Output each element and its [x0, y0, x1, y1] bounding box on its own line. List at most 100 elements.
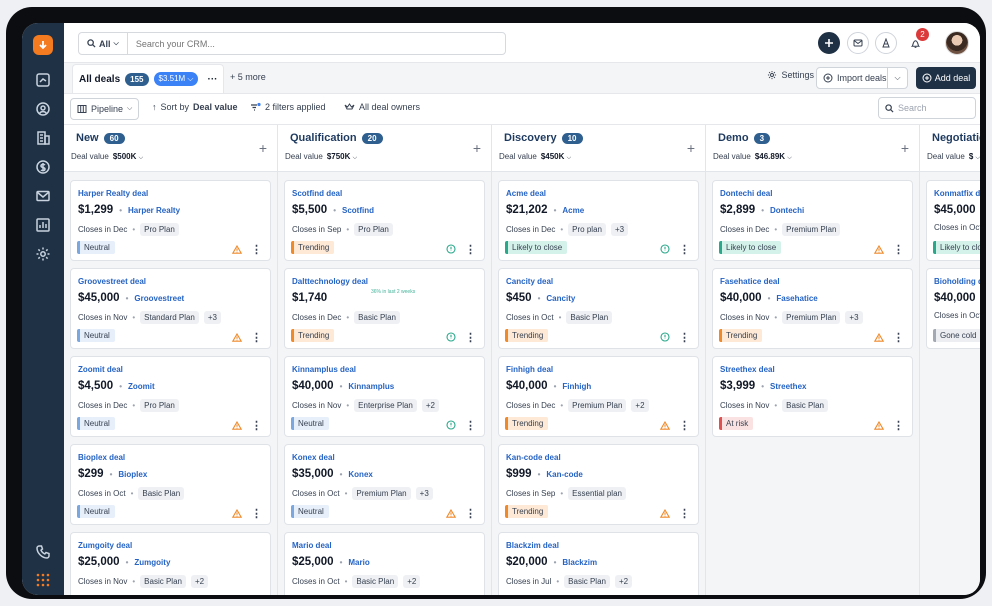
company-link[interactable]: Scotfind: [342, 205, 374, 215]
mail-button[interactable]: [847, 32, 869, 54]
deal-name-link[interactable]: Harper Realty deal: [78, 189, 149, 198]
deal-card[interactable]: Bioplex deal $299 • Bioplex Closes in Oct • Ba…: [70, 444, 271, 525]
info-circle-icon[interactable]: [660, 241, 670, 259]
company-link[interactable]: Finhigh: [562, 381, 592, 391]
deal-amount-badge[interactable]: $3.51M ⌵: [153, 72, 199, 86]
deal-name-link[interactable]: Zumgoity deal: [78, 541, 133, 550]
column-deal-value[interactable]: Deal value $450K ⌵: [499, 152, 571, 162]
company-link[interactable]: Cancity: [546, 293, 576, 303]
deal-name-link[interactable]: Streethex deal: [720, 365, 775, 374]
deal-card[interactable]: Groovestreet deal $45,000 • Groovestreet Clo…: [70, 268, 271, 349]
company-link[interactable]: Streethex: [770, 381, 807, 391]
deal-name-link[interactable]: Finhigh deal: [506, 365, 554, 374]
deal-name-link[interactable]: Zoomit deal: [78, 365, 123, 374]
deal-card[interactable]: Konex deal $35,000 • Konex Closes in Oct • Pre…: [284, 444, 485, 525]
company-link[interactable]: Mario: [348, 557, 370, 567]
info-circle-icon[interactable]: [446, 241, 456, 259]
more-options-icon[interactable]: ···: [207, 73, 218, 85]
more-products-chip[interactable]: +3: [610, 223, 629, 236]
deal-card[interactable]: Dontechi deal $2,899 • Dontechi Closes in De…: [712, 180, 913, 261]
deal-card[interactable]: Streethex deal $3,999 • Streethex Closes in …: [712, 356, 913, 437]
info-circle-icon[interactable]: [446, 417, 456, 435]
company-link[interactable]: Groovestreet: [134, 293, 185, 303]
kebab-menu-icon[interactable]: ⋮: [465, 244, 476, 256]
deal-card[interactable]: Fasehatice deal $40,000 • Fasehatice Closes …: [712, 268, 913, 349]
deal-card[interactable]: Blackzim deal $20,000 • Blackzim Closes in J…: [498, 532, 699, 595]
contacts-icon[interactable]: [34, 100, 52, 118]
info-circle-icon[interactable]: [660, 329, 670, 347]
column-deal-value[interactable]: Deal value $ ⌵: [927, 152, 980, 162]
apps-grid-icon[interactable]: [34, 571, 52, 589]
add-card-button[interactable]: +: [472, 140, 481, 156]
kebab-menu-icon[interactable]: ⋮: [251, 332, 262, 344]
deal-card[interactable]: Cancity deal $450 • Cancity Closes in Oct • Ba…: [498, 268, 699, 349]
deal-name-link[interactable]: Blackzim deal: [506, 541, 559, 550]
notifications-button[interactable]: 2: [904, 28, 929, 54]
deal-name-link[interactable]: Groovestreet deal: [78, 277, 147, 286]
deal-card[interactable]: Scotfind deal $5,500 • Scotfind Closes in Se…: [284, 180, 485, 261]
deal-name-link[interactable]: Mario deal: [292, 541, 332, 550]
sort-control[interactable]: ↑ Sort by Deal value: [152, 102, 238, 112]
more-products-chip[interactable]: +2: [403, 575, 421, 588]
company-link[interactable]: Bioplex: [118, 469, 148, 479]
add-deal-button[interactable]: Add deal: [916, 67, 976, 89]
pipeline-view-dropdown[interactable]: Pipeline ⌵: [70, 98, 140, 120]
warning-icon[interactable]: [659, 505, 671, 523]
deal-card[interactable]: Harper Realty deal $1,299 • Harper Realty Cl…: [70, 180, 271, 261]
kebab-menu-icon[interactable]: ⋮: [893, 420, 904, 432]
company-link[interactable]: Harper Realty: [128, 205, 181, 215]
company-link[interactable]: Dontechi: [770, 205, 805, 215]
phone-icon[interactable]: [34, 543, 52, 561]
company-link[interactable]: Zoomit: [128, 381, 155, 391]
import-deals-button[interactable]: Import deals ⌵: [816, 67, 908, 89]
deal-card[interactable]: Dalttechnology deal $1,740 36% in last 2 w…: [284, 268, 485, 349]
user-avatar[interactable]: [945, 31, 969, 55]
kebab-menu-icon[interactable]: ⋮: [465, 508, 476, 520]
kebab-menu-icon[interactable]: ⋮: [893, 244, 904, 256]
more-products-chip[interactable]: +2: [190, 575, 209, 588]
deal-name-link[interactable]: Fasehatice deal: [720, 277, 780, 286]
more-tabs-link[interactable]: + 5 more: [230, 72, 266, 82]
column-deal-value[interactable]: Deal value $46.89K ⌵: [713, 152, 792, 162]
deal-name-link[interactable]: Konex deal: [292, 453, 335, 462]
kebab-menu-icon[interactable]: ⋮: [679, 420, 690, 432]
column-deal-value[interactable]: Deal value $500K ⌵: [71, 152, 143, 162]
add-card-button[interactable]: +: [258, 140, 267, 156]
deal-card[interactable]: Finhigh deal $40,000 • Finhigh Closes in Dec…: [498, 356, 699, 437]
more-products-chip[interactable]: +3: [415, 487, 433, 500]
warning-icon[interactable]: [231, 417, 243, 435]
kebab-menu-icon[interactable]: ⋮: [251, 508, 262, 520]
filters-control[interactable]: 2 filters applied: [250, 102, 326, 112]
deal-card[interactable]: Zoomit deal $4,500 • Zoomit Closes in Dec • Pr…: [70, 356, 271, 437]
brand-logo[interactable]: [33, 35, 53, 55]
add-card-button[interactable]: +: [686, 140, 695, 156]
mail-icon[interactable]: [34, 187, 52, 205]
warning-icon[interactable]: [231, 241, 243, 259]
warning-icon[interactable]: [445, 505, 457, 523]
company-link[interactable]: Acme: [562, 205, 585, 215]
deal-card[interactable]: Zumgoity deal $25,000 • Zumgoity Closes in N…: [70, 532, 271, 595]
chevron-down-icon[interactable]: ⌵: [887, 68, 907, 88]
add-card-button[interactable]: +: [900, 140, 909, 156]
deal-name-link[interactable]: Scotfind deal: [292, 189, 343, 198]
deal-name-link[interactable]: Dontechi deal: [720, 189, 773, 198]
search-scope-dropdown[interactable]: All ⌵: [79, 33, 128, 54]
settings-button[interactable]: Settings: [767, 70, 814, 80]
reports-icon[interactable]: [34, 216, 52, 234]
company-link[interactable]: Zumgoity: [134, 557, 171, 567]
search-input[interactable]: [127, 33, 505, 54]
kebab-menu-icon[interactable]: ⋮: [679, 244, 690, 256]
dashboard-icon[interactable]: [34, 71, 52, 89]
kebab-menu-icon[interactable]: ⋮: [679, 332, 690, 344]
deal-card[interactable]: Kinnamplus deal $40,000 • Kinnamplus Closes …: [284, 356, 485, 437]
kebab-menu-icon[interactable]: ⋮: [679, 508, 690, 520]
info-circle-icon[interactable]: [446, 329, 456, 347]
deal-name-link[interactable]: Konmatfix de: [934, 189, 980, 198]
company-link[interactable]: Blackzim: [562, 557, 598, 567]
deal-name-link[interactable]: Bioplex deal: [78, 453, 126, 462]
more-products-chip[interactable]: +2: [614, 575, 633, 588]
kebab-menu-icon[interactable]: ⋮: [465, 332, 476, 344]
deals-icon[interactable]: [34, 158, 52, 176]
company-link[interactable]: Konex: [348, 469, 373, 479]
deal-name-link[interactable]: Cancity deal: [506, 277, 554, 286]
